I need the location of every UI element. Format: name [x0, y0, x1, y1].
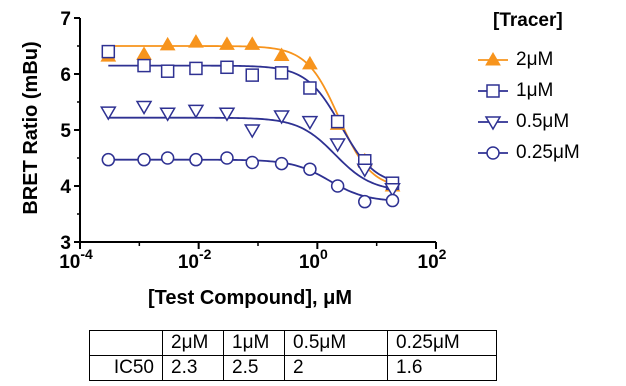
- legend-symbol: [485, 52, 501, 66]
- data-point: [160, 151, 175, 165]
- data-point: [137, 152, 151, 167]
- x-tick-label: 100: [299, 246, 328, 273]
- data-point: [244, 36, 261, 50]
- legend-label: 1μM: [516, 80, 554, 101]
- table-header-cell: 2μM: [162, 330, 224, 356]
- x-tick-label: 10-2: [178, 246, 212, 273]
- data-point: [358, 194, 372, 209]
- legend-label: 0.5μM: [516, 111, 570, 132]
- data-point: [302, 55, 318, 70]
- data-point: [218, 107, 236, 122]
- table-row-label: IC50: [89, 355, 163, 381]
- data-point: [385, 193, 400, 208]
- data-point: [101, 152, 116, 167]
- data-point: [220, 60, 234, 75]
- y-tick-label: 6: [60, 65, 71, 86]
- table-cell: 2.5: [223, 355, 285, 381]
- chart: 3 4 5 6 7 10-4 10-2 100 102 BRET Ratio (mBu) [Te…: [20, 9, 447, 309]
- legend-label: 2μM: [516, 49, 554, 70]
- data-point: [159, 36, 176, 51]
- legend-item: 0.5μM: [478, 109, 569, 135]
- legend-marker: [478, 84, 508, 98]
- y-tick-label: 3: [60, 233, 71, 254]
- data-point: [136, 46, 152, 60]
- data-point: [220, 151, 234, 165]
- legend-symbol: [486, 146, 500, 160]
- data-point: [189, 61, 203, 76]
- legend-marker: [478, 52, 508, 66]
- data-point: [303, 162, 317, 176]
- data-point: [243, 124, 261, 139]
- data-point: [245, 155, 259, 170]
- data-point: [245, 68, 259, 82]
- data-point: [219, 36, 235, 50]
- x-tick-label: 102: [418, 246, 447, 273]
- data-point: [188, 34, 204, 48]
- data-point: [160, 64, 175, 78]
- table-header-row: 2μM 1μM 0.5μM 0.25μM: [89, 330, 497, 356]
- data-point: [274, 156, 289, 171]
- table-header-cell: 0.5μM: [284, 330, 388, 356]
- legend-title: [Tracer]: [493, 10, 563, 31]
- data-points: [100, 34, 401, 209]
- legend-symbol: [484, 116, 502, 131]
- data-point: [189, 152, 203, 167]
- data-point: [101, 44, 116, 59]
- table-row: IC50 2.3 2.5 2 1.6: [89, 355, 497, 381]
- table-cell: 2.3: [162, 355, 224, 381]
- x-tick-label: 10-4: [59, 246, 93, 273]
- legend-item: 2μM: [478, 47, 553, 73]
- data-point: [384, 183, 401, 198]
- data-point: [301, 115, 319, 131]
- data-point: [330, 179, 345, 193]
- data-point: [159, 107, 176, 122]
- data-point: [137, 58, 151, 73]
- legend-marker: [478, 146, 508, 160]
- data-point: [187, 104, 205, 119]
- table-cell: 1.6: [387, 355, 497, 381]
- legend-item: 1μM: [478, 78, 553, 104]
- y-axis-label: BRET Ratio (mBu): [20, 41, 42, 214]
- data-point: [273, 47, 290, 62]
- data-point: [100, 106, 117, 121]
- ic50-table: 2μM 1μM 0.5μM 0.25μM IC50 2.3 2.5 2 1.6: [89, 330, 497, 381]
- legend-marker: [478, 116, 508, 131]
- legend-label: 0.25μM: [516, 142, 580, 163]
- data-point: [274, 66, 289, 80]
- fit-curve: [108, 116, 393, 190]
- table-header-cell: 0.25μM: [387, 330, 497, 356]
- table-header-cell: 1μM: [223, 330, 285, 356]
- data-point: [273, 110, 290, 125]
- y-tick-label: 7: [60, 9, 71, 30]
- legend-item: 0.25μM: [478, 140, 580, 166]
- y-tick-label: 4: [60, 177, 71, 198]
- fit-curve: [108, 64, 393, 182]
- table-header-cell: [89, 330, 163, 356]
- x-axis-label: [Test Compound], μM: [148, 287, 352, 309]
- data-point: [303, 81, 317, 95]
- y-tick-label: 5: [60, 121, 71, 142]
- data-point: [330, 114, 345, 129]
- table-cell: 2: [284, 355, 388, 381]
- data-point: [329, 138, 346, 153]
- axes: 3 4 5 6 7 10-4 10-2 100 102: [59, 9, 446, 273]
- legend-symbol: [486, 84, 500, 98]
- data-point: [356, 163, 374, 178]
- data-point: [135, 100, 153, 115]
